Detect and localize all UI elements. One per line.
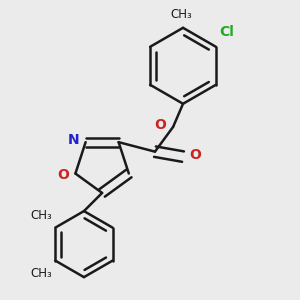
Text: Cl: Cl xyxy=(219,25,234,38)
Text: O: O xyxy=(154,118,166,132)
Text: O: O xyxy=(189,148,201,162)
Text: CH₃: CH₃ xyxy=(170,8,192,21)
Text: CH₃: CH₃ xyxy=(30,209,52,222)
Text: N: N xyxy=(68,133,80,146)
Text: O: O xyxy=(58,168,70,182)
Text: CH₃: CH₃ xyxy=(30,267,52,280)
